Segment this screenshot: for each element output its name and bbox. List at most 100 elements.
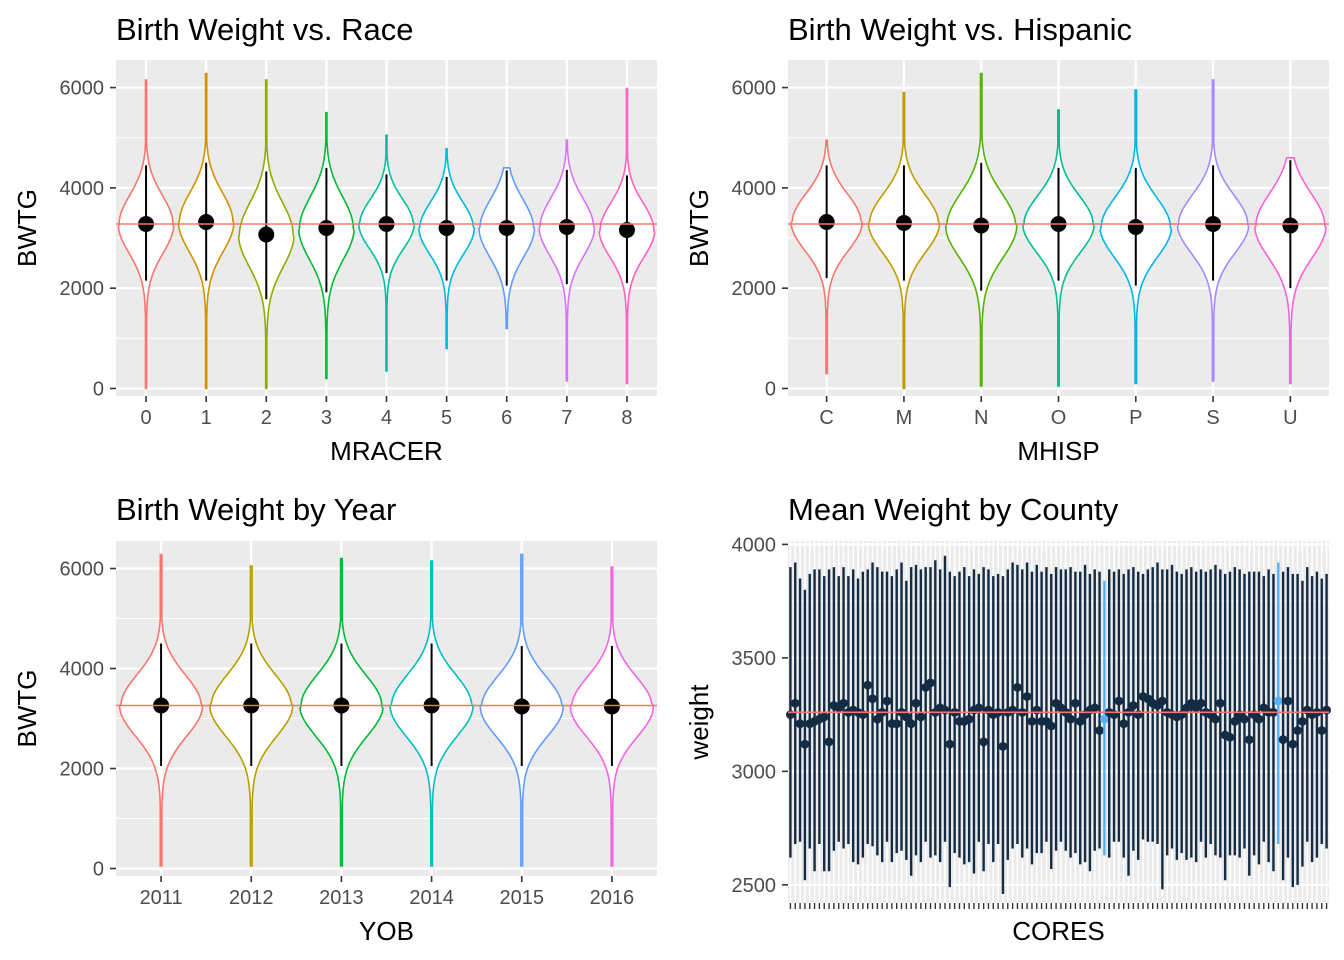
y-tick-label: 3500 [732,648,777,670]
y-axis-label: BWTG [684,189,714,267]
x-axis-label: YOB [359,916,414,946]
county-mean-point [1273,696,1283,706]
mean-point-5 [438,220,455,236]
county-mean-point [1254,714,1264,724]
county-mean-point [1022,692,1032,701]
y-tick-label: 4000 [60,178,105,200]
county-mean-point [1317,726,1327,735]
x-tick-label: S [1206,407,1219,429]
y-tick-label: 0 [93,378,104,400]
county-mean-point [926,678,935,688]
county-mean-point [1066,714,1075,724]
violin-panel-hispanic: 0 2000 4000 6000 Birth Weight vs. Hispanic MH… [684,12,1329,466]
y-tick-label: 0 [765,378,776,400]
county-mean-point [1240,714,1249,724]
county-mean-point [1046,721,1056,731]
county-mean-point [1215,698,1225,708]
county-mean-point [863,680,873,690]
x-tick-label: O [1051,407,1067,429]
county-mean-point [1071,698,1080,708]
mean-point-3 [318,220,335,236]
county-mean-point [1128,701,1138,710]
x-tick-label: C [819,407,833,429]
county-mean-point [819,712,829,722]
x-tick-label: 1 [201,407,212,429]
chart-title: Birth Weight vs. Hispanic [788,12,1132,47]
y-tick-label: 4000 [732,534,777,556]
county-mean-point [974,703,984,713]
chart-title: Mean Weight by County [788,492,1119,527]
panel-background [788,541,1329,903]
y-axis-label: BWTG [12,670,42,748]
x-tick-label: 5 [441,407,452,429]
mean-point-2 [258,226,275,243]
y-tick-label: 4000 [60,659,105,681]
mean-point-1 [198,213,215,230]
county-mean-point [839,698,848,708]
x-tick-label: 2 [261,407,272,429]
county-mean-point [911,698,921,708]
county-mean-point [1211,714,1220,724]
county-mean-point [1008,705,1018,715]
county-mean-point [1075,717,1085,726]
x-tick-label: N [974,407,988,429]
county-mean-point [1244,735,1254,744]
county-mean-point [858,710,868,720]
county-mean-point [1298,717,1307,726]
y-tick-label: 6000 [732,78,777,100]
mean-point-M [895,214,912,231]
county-mean-point [1225,732,1235,742]
mean-point-2016 [603,698,620,715]
mean-point-8 [618,222,635,239]
x-tick-label: 0 [140,407,151,429]
county-mean-point [1114,696,1124,706]
y-tick-label: 3000 [732,761,777,783]
x-tick-label: 2016 [590,887,635,909]
county-mean-point [892,719,902,729]
county-mean-point [1196,698,1206,708]
pointrange-panel-county: 2500 3000 3500 4000 Mean Weight by County COR… [684,492,1331,946]
county-mean-point [1095,726,1104,735]
y-tick-label: 2000 [732,278,777,300]
x-tick-label: 2015 [500,887,545,909]
county-mean-point [800,739,810,749]
county-mean-point [1288,739,1298,749]
x-axis-label: MHISP [1017,436,1099,466]
county-mean-point [1119,719,1129,729]
y-tick-label: 6000 [60,78,105,100]
county-mean-point [1283,696,1293,706]
x-tick-label: 6 [501,407,512,429]
violin-panel-year: 0 2000 4000 6000 Birth Weight by Year YOB BWTG… [12,492,657,946]
y-tick-label: 6000 [60,559,105,581]
mean-point-C [818,213,835,230]
county-mean-point [1293,726,1303,735]
x-tick-label: 2013 [319,887,364,909]
county-mean-point [1027,717,1037,726]
x-axis-label: CORES [1012,916,1104,946]
panel-background [116,541,657,876]
mean-point-U [1282,217,1299,234]
county-mean-point [868,694,877,704]
x-tick-label: 3 [321,407,332,429]
county-mean-point [824,737,834,747]
mean-point-P [1127,218,1144,235]
county-mean-point [998,741,1008,751]
county-mean-point [964,714,974,724]
y-tick-label: 2000 [60,759,105,781]
county-mean-point [1109,710,1119,720]
county-mean-point [882,696,892,706]
x-tick-label: P [1129,407,1142,429]
county-mean-point [1322,705,1331,715]
y-tick-label: 2000 [60,278,105,300]
county-mean-point [1099,714,1109,724]
county-mean-point [1157,696,1167,706]
county-mean-point [979,737,989,747]
county-mean-point [1032,705,1042,715]
chart-title: Birth Weight vs. Race [116,12,413,47]
x-tick-label: 2014 [409,887,454,909]
county-mean-point [1230,717,1240,726]
x-tick-label: 4 [381,407,392,429]
x-axis-label: MRACER [330,436,443,466]
county-mean-point [1278,735,1288,744]
